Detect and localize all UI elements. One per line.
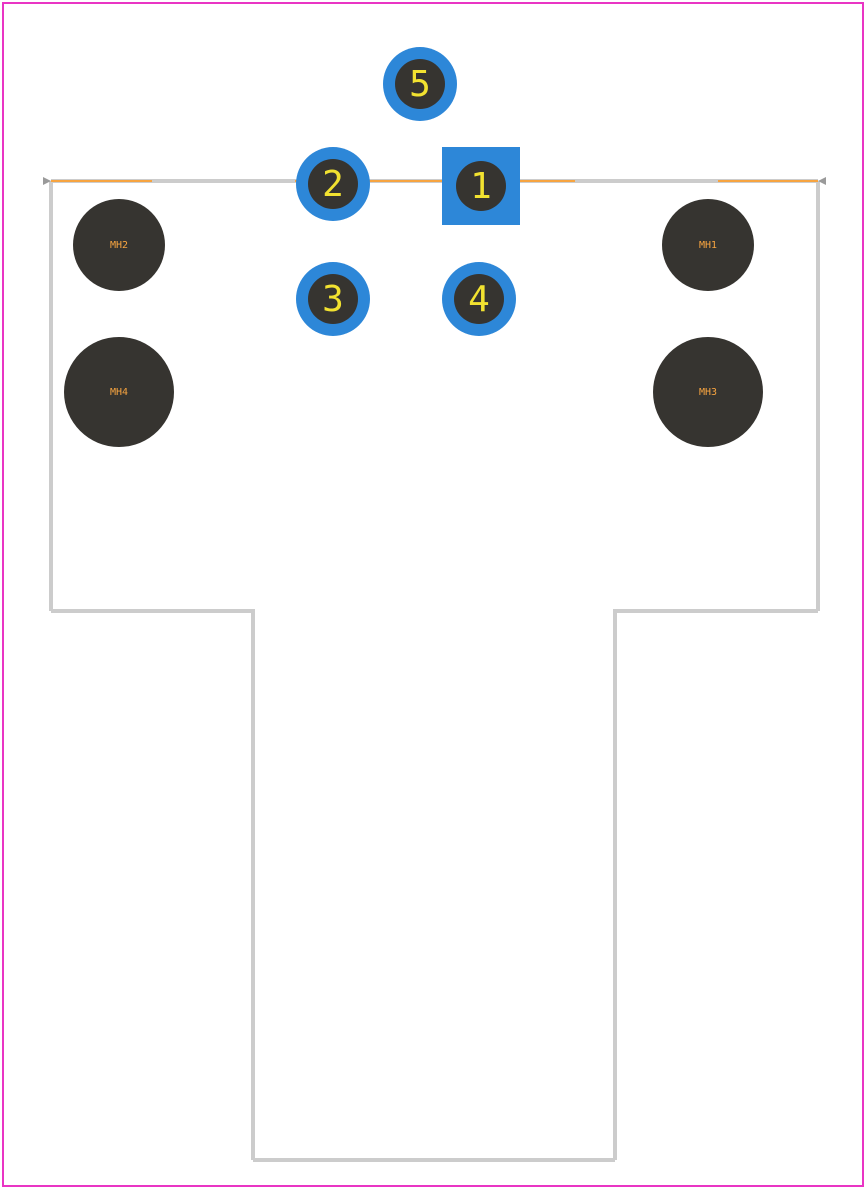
pad-2-label: 2	[322, 164, 344, 205]
pad-3: 3	[296, 262, 370, 336]
tab-bottom	[253, 1158, 615, 1162]
mounting-hole-MH4: MH4	[64, 337, 174, 447]
pad-1: 1	[442, 147, 520, 225]
pad-3-label: 3	[322, 279, 344, 320]
pad-5-label: 5	[409, 64, 431, 105]
courtyard-arrow-right	[818, 177, 826, 185]
courtyard-seg-0	[51, 180, 152, 182]
courtyard-arrow-left	[43, 177, 51, 185]
tab-left	[251, 611, 255, 1160]
pad-4: 4	[442, 262, 516, 336]
pad-1-label: 1	[470, 166, 492, 207]
mh-label-MH1: MH1	[699, 240, 717, 251]
mh-label-MH2: MH2	[110, 240, 128, 251]
outline-bottom-left	[51, 609, 255, 613]
outline-bottom-right	[613, 609, 818, 613]
mounting-hole-MH1: MH1	[662, 199, 754, 291]
pad-2: 2	[296, 147, 370, 221]
mounting-hole-MH2: MH2	[73, 199, 165, 291]
mh-label-MH4: MH4	[110, 387, 128, 398]
footprint-canvas: 1 2 3 4 5 MH1 MH2 MH3 MH4	[0, 0, 868, 1191]
mounting-hole-MH3: MH3	[653, 337, 763, 447]
outline-left	[49, 181, 53, 611]
outline-right	[816, 181, 820, 611]
pad-5: 5	[383, 47, 457, 121]
tab-right	[613, 611, 617, 1160]
pad-4-label: 4	[468, 279, 490, 320]
courtyard-seg-2	[718, 180, 818, 182]
mh-label-MH3: MH3	[699, 387, 717, 398]
